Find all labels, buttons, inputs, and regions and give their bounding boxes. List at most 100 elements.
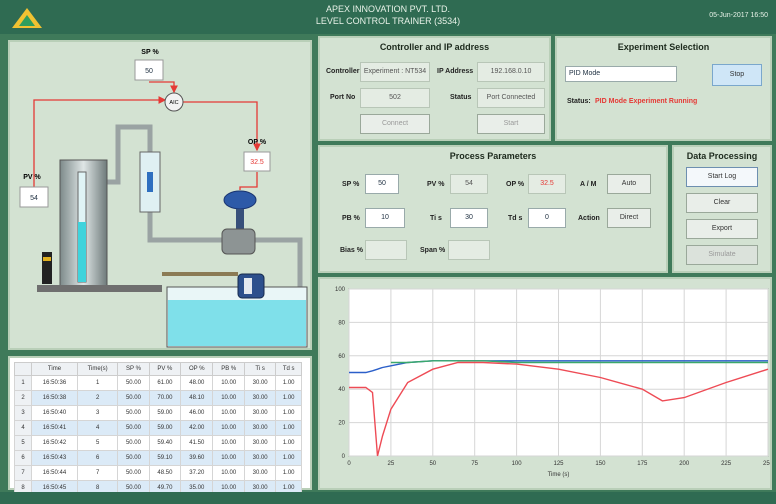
table-cell: 50.00 xyxy=(117,390,150,406)
op-box xyxy=(243,151,271,172)
y-tick-label: 100 xyxy=(335,287,346,293)
bias-label: Bias % xyxy=(340,247,363,254)
td-input[interactable]: 0 xyxy=(528,208,566,228)
table-cell: 16:50:42 xyxy=(31,435,78,451)
ip-label: IP Address xyxy=(437,68,474,75)
table-cell: 59.40 xyxy=(148,435,182,451)
table-row: 4 16:50:41 4 50.00 59.00 42.00 10.00 30.00 1.00 xyxy=(14,420,302,436)
table-cell: 1.00 xyxy=(275,390,302,406)
table-header-cell: PB % xyxy=(212,362,245,376)
process-diagram-panel: AIC SP % 50 PV % 54 OP % 32.5 xyxy=(8,40,312,350)
data-button[interactable]: Clear xyxy=(686,193,758,213)
ip-input[interactable]: 192.168.0.10 xyxy=(477,62,545,82)
x-tick-label: 150 xyxy=(595,461,606,467)
series-line xyxy=(349,361,769,457)
status-field: Port Connected xyxy=(477,88,545,108)
table-row: 2 16:50:38 2 50.00 70.00 48.10 10.00 30.00 1.00 xyxy=(14,390,302,406)
table-cell: 5 xyxy=(14,435,32,451)
y-tick-label: 20 xyxy=(338,421,345,427)
pipe xyxy=(107,124,153,185)
table-cell: 4 xyxy=(76,420,119,436)
table-header-cell: SP % xyxy=(117,362,150,376)
table-cell: 10.00 xyxy=(212,450,245,466)
table-cell: 3 xyxy=(76,405,119,421)
panel-title: Data Processing xyxy=(686,151,758,161)
table-cell: 6 xyxy=(14,450,32,466)
data-processing-panel: Data Processing Start Log Clear Export Simu… xyxy=(672,145,772,273)
table-cell: 16:50:36 xyxy=(31,375,78,391)
table-header-cell: Td s xyxy=(275,362,302,376)
table-cell: 50.00 xyxy=(117,420,150,436)
log-table: Time Time(s) SP % PV % OP % PB % Ti s Td s 1 16:5… xyxy=(14,362,302,496)
base-platform xyxy=(37,285,162,292)
port-label: Port No xyxy=(330,94,356,101)
data-button[interactable]: Start Log xyxy=(686,167,758,187)
panel-title: Experiment Selection xyxy=(617,42,710,52)
table-cell: 2 xyxy=(14,390,32,406)
table-cell: 59.10 xyxy=(148,450,182,466)
table-header-cell: OP % xyxy=(180,362,214,376)
x-tick-label: 250 xyxy=(763,461,770,467)
bias-field xyxy=(365,240,407,260)
panel-title: Process Parameters xyxy=(449,151,537,161)
sp-box xyxy=(134,59,164,81)
table-cell: 1.00 xyxy=(275,435,302,451)
port-input[interactable]: 502 xyxy=(360,88,430,108)
controller-select[interactable]: Experiment : NT534 xyxy=(360,62,430,82)
table-cell: 7 xyxy=(76,465,119,481)
table-cell: 16:50:40 xyxy=(31,405,78,421)
x-tick-label: 200 xyxy=(679,461,690,467)
table-cell: 7 xyxy=(14,465,32,481)
log-table-panel: Time Time(s) SP % PV % OP % PB % Ti s Td s 1 16:5… xyxy=(8,356,312,496)
sp-input[interactable]: 50 xyxy=(365,174,399,194)
pipe xyxy=(147,212,222,243)
start-button[interactable]: Start xyxy=(477,114,545,134)
y-tick-label: 60 xyxy=(338,354,345,360)
action-button[interactable]: Direct xyxy=(607,208,651,228)
x-tick-label: 50 xyxy=(429,461,436,467)
op-label: OP % xyxy=(506,181,525,188)
table-cell: 30.00 xyxy=(243,390,277,406)
data-button[interactable]: Export xyxy=(686,219,758,239)
table-header-cell: Time(s) xyxy=(76,362,119,376)
pv-value: 54 xyxy=(30,195,38,202)
x-tick-label: 100 xyxy=(512,461,523,467)
table-header-cell: Ti s xyxy=(243,362,277,376)
ti-input[interactable]: 30 xyxy=(450,208,488,228)
table-cell: 10.00 xyxy=(212,420,245,436)
sp-label: SP % xyxy=(342,181,360,188)
rotameter-float xyxy=(147,172,153,192)
x-tick-label: 175 xyxy=(637,461,648,467)
table-cell: 10.00 xyxy=(212,390,245,406)
table-cell: 48.10 xyxy=(180,390,214,406)
table-cell: 10.00 xyxy=(212,435,245,451)
x-tick-label: 75 xyxy=(471,461,478,467)
table-cell: 1.00 xyxy=(275,375,302,391)
table-cell: 30.00 xyxy=(243,405,277,421)
header-subtitle: LEVEL CONTROL TRAINER (3534) xyxy=(315,16,461,26)
table-cell: 2 xyxy=(76,390,119,406)
connect-button[interactable]: Connect xyxy=(360,114,430,134)
table-row: 5 16:50:42 5 50.00 59.40 41.50 10.00 30.00 1.00 xyxy=(14,435,302,451)
trend-chart: 0 20 40 60 80 100 0 25 50 75 100 125 150 175 200 225 250… xyxy=(335,287,770,478)
table-cell: 6 xyxy=(76,450,119,466)
table-cell: 16:50:43 xyxy=(31,450,78,466)
table-cell: 48.50 xyxy=(148,465,182,481)
table-cell: 1.00 xyxy=(275,405,302,421)
pb-input[interactable]: 10 xyxy=(365,208,405,228)
sump-water xyxy=(168,300,306,346)
auto-manual-button[interactable]: Auto xyxy=(607,174,651,194)
pump-detail xyxy=(244,278,252,294)
stop-button[interactable]: Stop xyxy=(712,64,762,86)
table-cell: 1 xyxy=(14,375,32,391)
header-datetime: 05-Jun-2017 16:50 xyxy=(709,12,768,19)
level-water xyxy=(78,222,86,282)
table-cell: 61.00 xyxy=(148,375,182,391)
op-label: OP % xyxy=(248,139,267,146)
table-cell: 1.00 xyxy=(275,450,302,466)
data-button[interactable]: Simulate xyxy=(686,245,758,265)
table-cell: 1.00 xyxy=(275,420,302,436)
mode-dropdown[interactable]: PID Mode xyxy=(565,66,677,82)
table-cell: 50.00 xyxy=(117,405,150,421)
table-cell: 30.00 xyxy=(243,465,277,481)
